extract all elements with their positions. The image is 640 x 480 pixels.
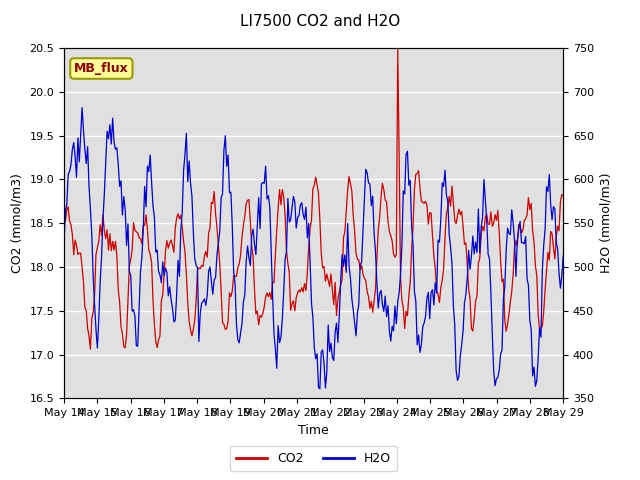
- Y-axis label: CO2 (mmol/m3): CO2 (mmol/m3): [11, 173, 24, 273]
- Y-axis label: H2O (mmol/m3): H2O (mmol/m3): [600, 173, 612, 274]
- Legend: CO2, H2O: CO2, H2O: [230, 446, 397, 471]
- Text: MB_flux: MB_flux: [74, 62, 129, 75]
- Text: LI7500 CO2 and H2O: LI7500 CO2 and H2O: [240, 14, 400, 29]
- X-axis label: Time: Time: [298, 424, 329, 437]
